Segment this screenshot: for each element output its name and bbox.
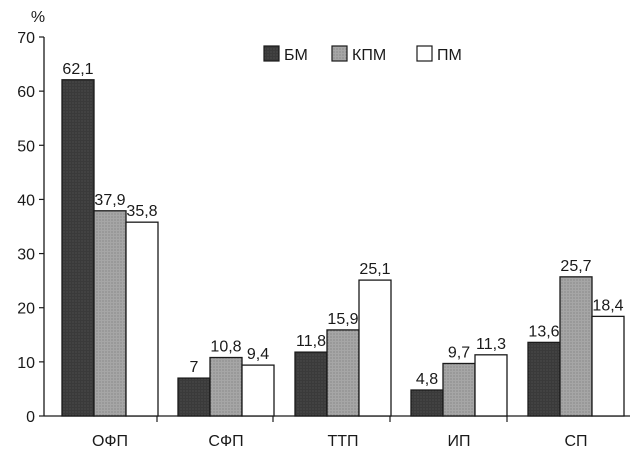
bar-ПМ-СП (591, 315, 625, 417)
legend: БМ КПМ ПМ (263, 45, 462, 64)
bar-БМ-ТТП (294, 351, 328, 417)
data-label-БМ-ТТП: 11,8 (296, 333, 326, 350)
y-tick-label: 70 (17, 30, 35, 47)
data-labels: 62,1 37,935,8 7 10,8 9,4 11,815,9 25,1 4,8 9,7 11… (62, 61, 623, 388)
y-tick-label: 30 (17, 247, 35, 264)
y-tick-label: 50 (17, 138, 35, 155)
data-label-КПМ-ОФП: 37,9 (94, 192, 125, 209)
bar-КПМ-СП (559, 276, 593, 417)
data-label-ПМ-ТТП: 25,1 (359, 261, 390, 278)
bar-ПМ-СФП (241, 364, 275, 417)
x-tick-label: ИП (448, 433, 471, 450)
data-label-КПМ-СФП: 10,8 (210, 339, 241, 356)
bars (61, 79, 625, 417)
data-label-ПМ-СП: 18,4 (592, 297, 623, 314)
bar-КПМ-ОФП (93, 210, 127, 417)
legend-label-БМ: БМ (284, 47, 308, 64)
y-axis-label: % (31, 9, 45, 26)
data-label-БМ-ОФП: 62,1 (62, 61, 93, 78)
y-tick-label: 60 (17, 84, 35, 101)
legend-swatch-ПМ (416, 45, 433, 62)
legend-label-ПМ: ПМ (437, 47, 462, 64)
y-tick-label: 20 (17, 301, 35, 318)
x-tick-label: СФП (208, 433, 243, 450)
x-ticks: ОФП СФП ТТП ИП СП (92, 416, 588, 450)
data-label-КПМ-ИП: 9,7 (448, 344, 470, 361)
bar-ПМ-ОФП (125, 221, 159, 417)
bar-КПМ-ИП (442, 362, 476, 417)
bar-БМ-СП (527, 341, 561, 417)
bar-БМ-ОФП (61, 79, 95, 417)
legend-swatch-КПМ (331, 45, 348, 62)
y-ticks: 0 10 20 30 40 50 60 70 (17, 30, 44, 426)
data-label-КПМ-ТТП: 15,9 (327, 311, 358, 328)
y-tick-label: 0 (26, 409, 35, 426)
data-label-ПМ-ОФП: 35,8 (126, 203, 157, 220)
data-label-КПМ-СП: 25,7 (560, 258, 591, 275)
data-label-БМ-СП: 13,6 (528, 323, 559, 340)
bar-БМ-СФП (177, 377, 211, 417)
data-label-ПМ-СФП: 9,4 (247, 346, 269, 363)
y-tick-label: 10 (17, 355, 35, 372)
x-tick-label: СП (564, 433, 587, 450)
bar-ПМ-ТТП (358, 279, 392, 417)
bar-КПМ-СФП (209, 356, 243, 417)
x-tick-label: ТТП (327, 433, 358, 450)
x-tick-label: ОФП (92, 433, 128, 450)
bar-БМ-ИП (410, 389, 444, 417)
bar-ПМ-ИП (474, 354, 508, 417)
y-tick-label: 40 (17, 192, 35, 209)
data-label-БМ-СФП: 7 (190, 359, 199, 376)
legend-swatch-БМ (263, 45, 280, 62)
legend-label-КПМ: КПМ (352, 47, 386, 64)
bar-КПМ-ТТП (326, 329, 360, 417)
data-label-БМ-ИП: 4,8 (416, 371, 438, 388)
data-label-ПМ-ИП: 11,3 (476, 336, 506, 353)
